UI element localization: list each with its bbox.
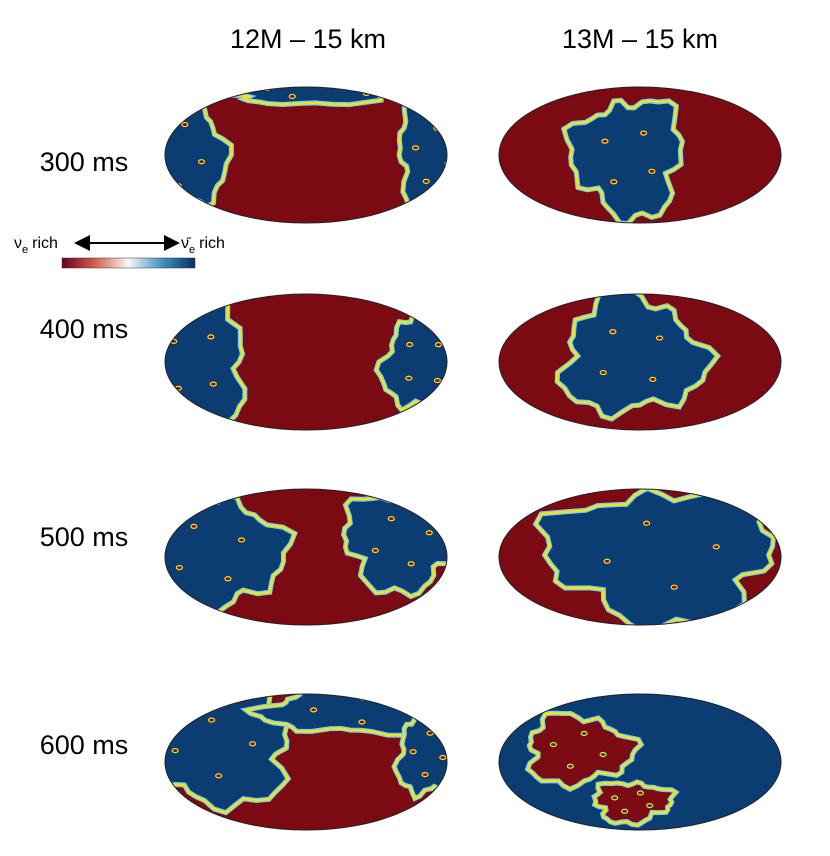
map-background: [165, 87, 447, 223]
map-panel: [499, 294, 781, 430]
map-panel: [499, 87, 781, 223]
speck: [611, 795, 619, 801]
row-label: 400 ms: [40, 314, 129, 344]
speck: [405, 375, 413, 381]
speck: [237, 537, 246, 543]
speck: [648, 168, 656, 174]
map-panel: [499, 489, 781, 625]
speck: [422, 178, 430, 184]
speck: [215, 773, 223, 779]
symbol: ν: [14, 235, 22, 252]
speck: [439, 754, 447, 761]
colorbar-bar: [61, 257, 196, 269]
speck: [371, 547, 379, 554]
speck: [387, 516, 395, 522]
speck: [358, 719, 366, 725]
speck: [549, 741, 557, 748]
column-title: 12M – 15 km: [230, 24, 386, 54]
map-outline: [164, 293, 448, 431]
map-panel: [499, 694, 781, 830]
map-outline: [498, 86, 782, 224]
speck: [712, 544, 720, 550]
speck: [621, 808, 629, 814]
speck: [609, 329, 617, 335]
map-outline: [498, 293, 782, 431]
map-panel: [165, 294, 447, 430]
map-outline: [164, 693, 448, 831]
speck: [425, 530, 433, 536]
map-outline: [498, 693, 782, 831]
column-title: 13M – 15 km: [562, 24, 718, 54]
region-contour: [526, 711, 643, 791]
row-label: 600 ms: [40, 730, 129, 760]
colorbar: νe rich ν̄e rich: [14, 235, 225, 269]
map-outline: [164, 488, 448, 626]
speck: [406, 341, 414, 348]
speck: [670, 584, 678, 590]
region-contour: [555, 294, 720, 421]
speck: [207, 717, 216, 723]
subscript: e: [22, 244, 28, 256]
speck: [157, 148, 163, 152]
map-panel: [165, 694, 447, 830]
row-label: 500 ms: [40, 522, 129, 552]
speck: [224, 576, 232, 582]
speck: [603, 558, 611, 564]
speck: [433, 377, 442, 384]
speck: [409, 749, 417, 755]
region-contour: [165, 694, 290, 815]
speck: [407, 561, 415, 567]
row-label: 300 ms: [40, 147, 129, 177]
speck: [636, 790, 644, 796]
subscript: e: [189, 244, 195, 256]
speck: [655, 335, 664, 341]
speck: [610, 179, 618, 185]
map-panel: [165, 489, 447, 625]
speck: [309, 707, 318, 713]
speck: [649, 376, 657, 382]
speck: [190, 523, 198, 529]
map-outline: [164, 86, 448, 224]
region-contour: [562, 99, 684, 223]
colorbar-left-label: νe rich: [14, 235, 58, 256]
label-text: rich: [32, 235, 58, 252]
speck: [171, 747, 179, 754]
speck: [421, 771, 429, 778]
speck: [411, 145, 420, 151]
speck: [175, 564, 184, 571]
speck: [434, 342, 443, 348]
symbol: ν̄: [181, 235, 192, 252]
map-panel: [157, 87, 447, 223]
label-text: rich: [199, 235, 225, 252]
speck: [288, 93, 296, 100]
speck: [248, 741, 257, 747]
speck: [601, 138, 609, 144]
region: [396, 95, 447, 223]
map-outline: [498, 488, 782, 626]
speck: [197, 159, 206, 165]
speck: [209, 381, 217, 387]
speck: [599, 751, 607, 758]
region-contour: [165, 489, 297, 623]
speck: [404, 708, 412, 714]
maps: [157, 86, 782, 831]
speck: [642, 520, 651, 526]
speck: [646, 802, 654, 809]
colorbar-right-label: ν̄e rich: [181, 235, 225, 256]
speck: [640, 130, 648, 136]
speck: [580, 730, 588, 737]
speck: [181, 121, 189, 128]
speck: [207, 334, 215, 340]
speck: [566, 763, 575, 769]
speck: [333, 87, 341, 89]
speck: [599, 369, 607, 376]
region-contour: [592, 780, 678, 827]
